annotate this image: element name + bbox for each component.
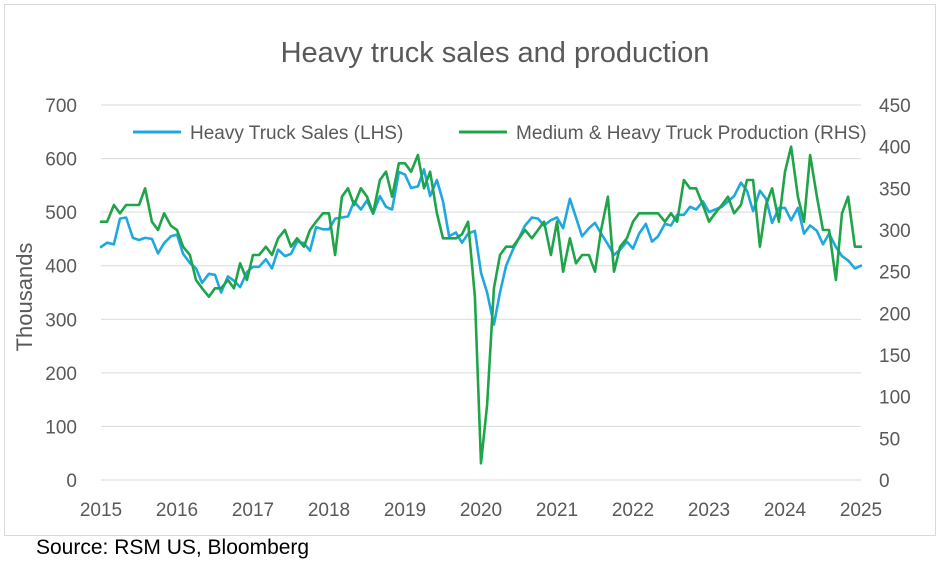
chart-frame: Heavy truck sales and production 0 100 200…	[4, 4, 936, 536]
y-tick-label-left: 200	[45, 364, 77, 385]
y-tick-label-right: 200	[879, 304, 911, 325]
series-line-truck-production	[99, 145, 863, 465]
y-tick-label-left: 100	[45, 417, 77, 438]
y-tick-label-right: 250	[879, 263, 911, 284]
y-tick-label-right: 100	[879, 388, 911, 409]
y-tick-label-left: 400	[45, 257, 77, 278]
x-tick-label: 2017	[232, 500, 274, 521]
x-axis: 2015 2016 2017 2018 2019 2020 2021 2022 2023 2024…	[80, 500, 882, 521]
x-tick-label: 2024	[764, 500, 807, 521]
x-tick-label: 2023	[688, 500, 730, 521]
y-tick-label-left: 300	[45, 310, 77, 331]
series-line-heavy-truck-sales	[99, 168, 863, 326]
chart-title: Heavy truck sales and production	[281, 37, 710, 69]
y-tick-label-right: 350	[879, 179, 911, 200]
legend: Heavy Truck Sales (LHS) Medium & Heavy Tr…	[133, 123, 867, 144]
y-tick-label-right: 450	[879, 96, 911, 117]
legend-item-sales-label: Heavy Truck Sales (LHS)	[190, 123, 403, 144]
gridlines	[101, 104, 861, 481]
x-tick-label: 2020	[460, 500, 502, 521]
x-tick-label: 2019	[384, 500, 426, 521]
y-tick-label-right: 150	[879, 346, 911, 367]
x-tick-label: 2016	[156, 500, 198, 521]
y-axis-left: 0 100 200 300 400 500 600 700	[45, 96, 77, 492]
x-tick-label: 2021	[536, 500, 578, 521]
y-tick-label-right: 300	[879, 221, 911, 242]
y-tick-label-left: 500	[45, 203, 77, 224]
y-axis-title: Thousands	[12, 243, 37, 352]
y-tick-label-right: 0	[879, 471, 890, 492]
legend-item-production-label: Medium & Heavy Truck Production (RHS)	[516, 123, 867, 144]
source-note: Source: RSM US, Bloomberg	[36, 536, 310, 559]
y-axis-right: 0 50 100 150 200 250 300 350 400 450	[879, 96, 911, 492]
y-tick-label-right: 400	[879, 138, 911, 159]
x-tick-label: 2015	[80, 500, 122, 521]
y-tick-label-left: 700	[45, 96, 77, 117]
y-tick-label-right: 50	[879, 429, 900, 450]
x-tick-label: 2022	[612, 500, 654, 521]
y-tick-label-left: 600	[45, 150, 77, 171]
x-tick-label: 2025	[840, 500, 882, 521]
line-chart: Heavy truck sales and production 0 100 200…	[12, 37, 911, 521]
x-tick-label: 2018	[308, 500, 350, 521]
y-tick-label-left: 0	[66, 471, 77, 492]
series-layer	[99, 145, 863, 465]
